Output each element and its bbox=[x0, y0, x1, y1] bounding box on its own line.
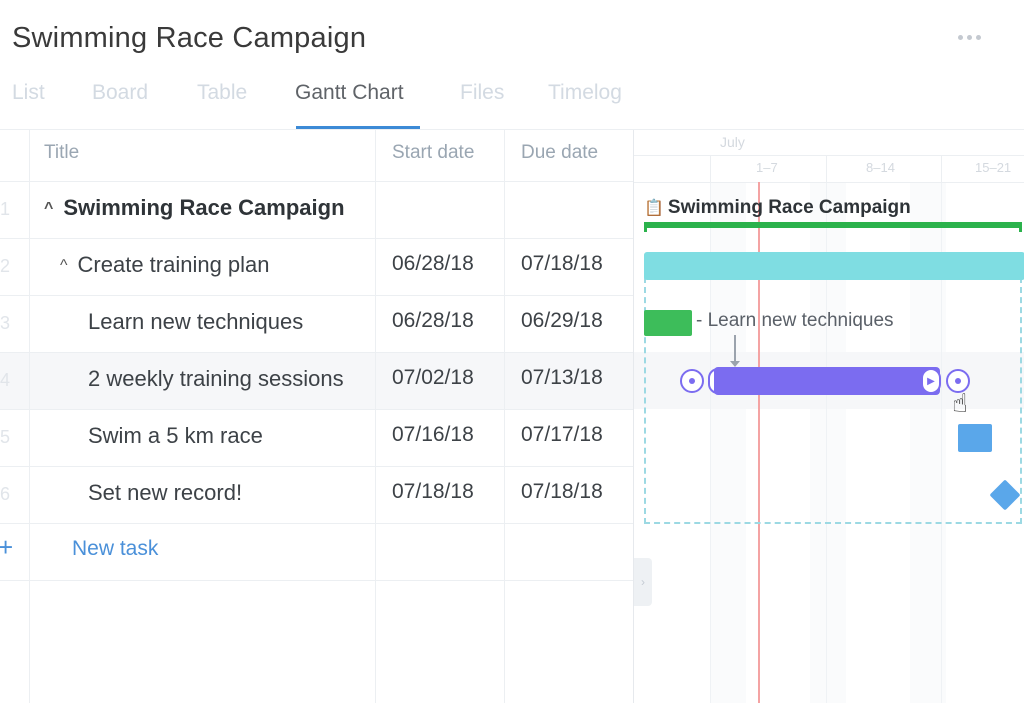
column-divider bbox=[504, 130, 505, 703]
folder-dependency-box bbox=[644, 277, 1022, 524]
task-title[interactable]: Swim a 5 km race bbox=[88, 423, 263, 448]
column-start-date-header[interactable]: Start date bbox=[392, 142, 475, 163]
due-date-cell[interactable]: 07/17/18 bbox=[521, 423, 603, 446]
table-row[interactable]: 3 Learn new techniques 06/28/18 06/29/18 bbox=[0, 296, 633, 353]
task-bar-learn-new-techniques[interactable] bbox=[644, 310, 692, 336]
tab-board[interactable]: Board bbox=[92, 81, 149, 104]
timeline-header-bottom bbox=[634, 182, 1024, 183]
more-options-icon[interactable] bbox=[952, 22, 986, 52]
week-gridline bbox=[710, 182, 711, 703]
gantt-chart-area[interactable]: July 1–7 8–14 15–21 📋 Swimming Race Campa… bbox=[633, 130, 1024, 703]
timeline-week-label: 8–14 bbox=[866, 160, 895, 175]
column-divider bbox=[29, 130, 30, 703]
tab-files[interactable]: Files bbox=[460, 81, 505, 104]
tab-gantt-chart[interactable]: Gantt Chart bbox=[295, 81, 404, 104]
tab-timelog[interactable]: Timelog bbox=[548, 81, 622, 104]
task-title[interactable]: Learn new techniques bbox=[88, 309, 304, 334]
due-date-cell[interactable]: 07/13/18 bbox=[521, 366, 603, 389]
dependency-link-dot-left[interactable] bbox=[680, 369, 704, 393]
column-due-date-header[interactable]: Due date bbox=[521, 142, 599, 163]
week-separator bbox=[710, 155, 711, 182]
week-gridline bbox=[941, 182, 942, 703]
dependency-arrow bbox=[730, 335, 740, 367]
tab-list[interactable]: List bbox=[12, 81, 45, 104]
new-task-row[interactable]: + New task bbox=[0, 524, 633, 581]
timeline-header-divider bbox=[634, 155, 1024, 156]
today-marker-line bbox=[758, 182, 760, 703]
resize-handle-right[interactable]: ▶ bbox=[921, 368, 941, 394]
collapse-caret-icon[interactable]: ^ bbox=[44, 200, 54, 217]
task-bar-weekly-training-sessions[interactable] bbox=[714, 367, 940, 395]
row-number: 6 bbox=[0, 484, 11, 504]
row-number: 2 bbox=[0, 256, 11, 276]
week-gridline bbox=[826, 182, 827, 703]
start-date-cell[interactable]: 07/02/18 bbox=[392, 366, 474, 389]
task-bar-swim-5km-race[interactable] bbox=[958, 424, 992, 452]
table-row[interactable]: 6 Set new record! 07/18/18 07/18/18 bbox=[0, 467, 633, 524]
tab-table[interactable]: Table bbox=[197, 81, 248, 104]
column-title-header[interactable]: Title bbox=[44, 142, 80, 163]
add-task-icon[interactable]: + bbox=[0, 532, 14, 562]
hand-pointer-icon: ☝ bbox=[952, 388, 968, 418]
header-divider bbox=[0, 129, 1024, 130]
due-date-cell[interactable]: 06/29/18 bbox=[521, 309, 603, 332]
table-row[interactable]: 4 2 weekly training sessions 07/02/18 07… bbox=[0, 353, 633, 410]
task-title[interactable]: Swimming Race Campaign bbox=[63, 195, 345, 220]
task-title[interactable]: Create training plan bbox=[77, 252, 270, 277]
row-number: 4 bbox=[0, 370, 11, 390]
table-row[interactable]: 2 ^ Create training plan 06/28/18 07/18/1… bbox=[0, 239, 633, 296]
table-row[interactable]: 5 Swim a 5 km race 07/16/18 07/17/18 bbox=[0, 410, 633, 467]
week-separator bbox=[941, 155, 942, 182]
task-title[interactable]: Set new record! bbox=[88, 480, 243, 505]
start-date-cell[interactable]: 07/18/18 bbox=[392, 480, 474, 503]
start-date-cell[interactable]: 07/16/18 bbox=[392, 423, 474, 446]
page-title: Swimming Race Campaign bbox=[12, 22, 367, 54]
table-row[interactable]: 1 ^ Swimming Race Campaign bbox=[0, 182, 633, 239]
row-number: 3 bbox=[0, 313, 11, 333]
project-label[interactable]: 📋 Swimming Race Campaign bbox=[644, 197, 911, 218]
panel-collapse-handle[interactable]: › bbox=[634, 558, 652, 606]
due-date-cell[interactable]: 07/18/18 bbox=[521, 252, 603, 275]
timeline-month-label: July bbox=[720, 134, 745, 150]
timeline-week-label: 15–21 bbox=[975, 160, 1012, 175]
due-date-cell[interactable]: 07/18/18 bbox=[521, 480, 603, 503]
new-task-button[interactable]: New task bbox=[72, 537, 159, 560]
week-separator bbox=[826, 155, 827, 182]
column-divider bbox=[375, 130, 376, 703]
view-tabs: List Board Table Gantt Chart Files Timel… bbox=[0, 78, 650, 130]
active-tab-indicator bbox=[296, 126, 420, 129]
row-number: 1 bbox=[0, 199, 11, 219]
dependency-link-dot-right[interactable] bbox=[946, 369, 970, 393]
task-bar-label: - Learn new techniques bbox=[696, 310, 894, 331]
start-date-cell[interactable]: 06/28/18 bbox=[392, 252, 474, 275]
row-number: 5 bbox=[0, 427, 11, 447]
folder-bar-create-training-plan[interactable] bbox=[644, 252, 1024, 280]
project-bar[interactable] bbox=[644, 222, 1022, 232]
clipboard-icon: 📋 bbox=[644, 200, 664, 217]
start-date-cell[interactable]: 06/28/18 bbox=[392, 309, 474, 332]
collapse-caret-icon[interactable]: ^ bbox=[60, 257, 68, 274]
timeline-week-label: 1–7 bbox=[756, 160, 778, 175]
grid-header: Title Start date Due date bbox=[0, 130, 633, 182]
task-title[interactable]: 2 weekly training sessions bbox=[88, 366, 344, 391]
